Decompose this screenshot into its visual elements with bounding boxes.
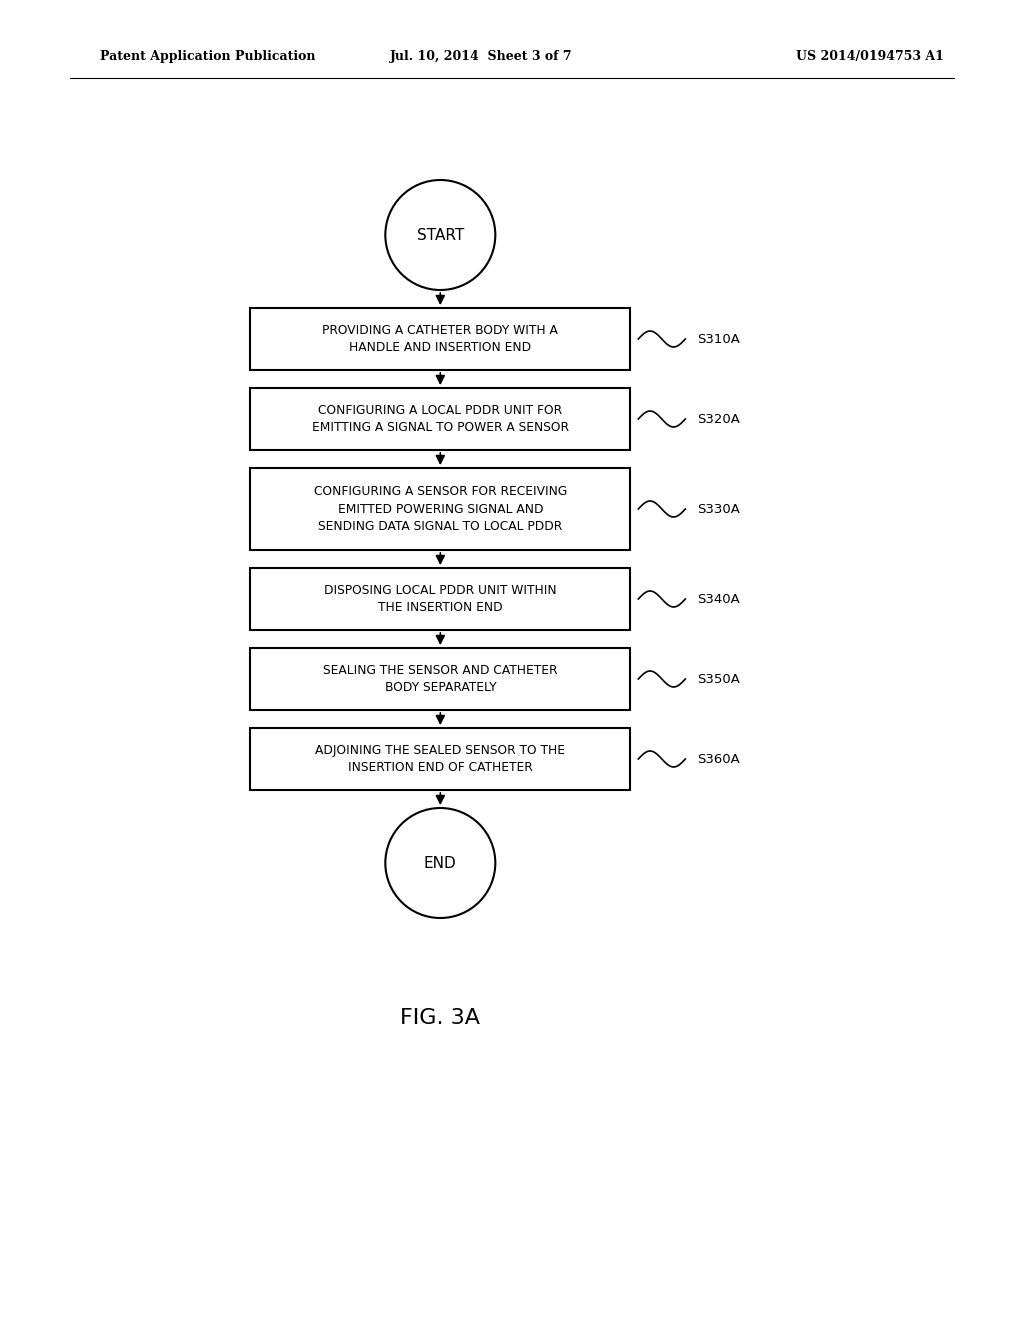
Text: S310A: S310A (697, 333, 740, 346)
Text: ADJOINING THE SEALED SENSOR TO THE
INSERTION END OF CATHETER: ADJOINING THE SEALED SENSOR TO THE INSER… (315, 743, 565, 775)
Text: S350A: S350A (697, 672, 740, 685)
Text: CONFIGURING A LOCAL PDDR UNIT FOR
EMITTING A SIGNAL TO POWER A SENSOR: CONFIGURING A LOCAL PDDR UNIT FOR EMITTI… (312, 404, 568, 434)
Text: Patent Application Publication: Patent Application Publication (100, 50, 315, 63)
FancyBboxPatch shape (250, 469, 631, 550)
Text: START: START (417, 227, 464, 243)
Text: US 2014/0194753 A1: US 2014/0194753 A1 (796, 50, 944, 63)
Circle shape (385, 180, 496, 290)
FancyBboxPatch shape (250, 308, 631, 370)
Text: PROVIDING A CATHETER BODY WITH A
HANDLE AND INSERTION END: PROVIDING A CATHETER BODY WITH A HANDLE … (323, 323, 558, 354)
Text: FIG. 3A: FIG. 3A (400, 1008, 480, 1028)
Text: S330A: S330A (697, 503, 740, 516)
Text: SEALING THE SENSOR AND CATHETER
BODY SEPARATELY: SEALING THE SENSOR AND CATHETER BODY SEP… (323, 664, 558, 694)
Circle shape (385, 808, 496, 917)
Text: S360A: S360A (697, 752, 740, 766)
Text: CONFIGURING A SENSOR FOR RECEIVING
EMITTED POWERING SIGNAL AND
SENDING DATA SIGN: CONFIGURING A SENSOR FOR RECEIVING EMITT… (313, 484, 567, 533)
FancyBboxPatch shape (250, 568, 631, 630)
Text: DISPOSING LOCAL PDDR UNIT WITHIN
THE INSERTION END: DISPOSING LOCAL PDDR UNIT WITHIN THE INS… (324, 583, 557, 614)
Text: Jul. 10, 2014  Sheet 3 of 7: Jul. 10, 2014 Sheet 3 of 7 (390, 50, 572, 63)
Text: S340A: S340A (697, 593, 740, 606)
FancyBboxPatch shape (250, 729, 631, 789)
FancyBboxPatch shape (250, 388, 631, 450)
FancyBboxPatch shape (250, 648, 631, 710)
Text: S320A: S320A (697, 413, 740, 425)
Text: END: END (424, 855, 457, 870)
